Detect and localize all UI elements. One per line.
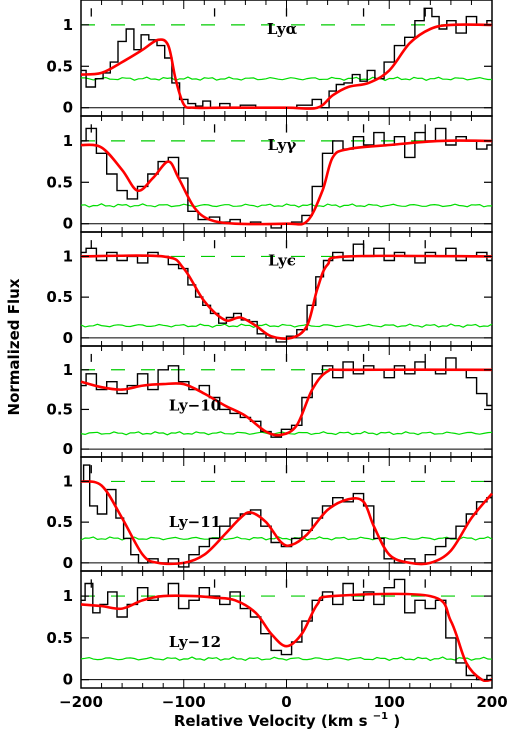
y-tick-label: 0 bbox=[63, 99, 73, 117]
error-spectrum bbox=[81, 76, 492, 82]
panel-label: Lyϵ bbox=[268, 252, 296, 270]
panel-label: Lyα bbox=[267, 20, 298, 38]
model-fit bbox=[80, 480, 494, 566]
x-axis-label: Relative Velocity (km s −1 ) bbox=[174, 705, 400, 730]
panel-frame bbox=[80, 0, 493, 117]
y-tick-label: 0.5 bbox=[46, 400, 73, 418]
model-fit bbox=[80, 139, 493, 226]
y-tick-label: 0 bbox=[63, 440, 73, 458]
x-axis-label-close: ) bbox=[393, 712, 400, 730]
y-tick-label: 0 bbox=[63, 671, 73, 689]
y-tick-label: 0.5 bbox=[46, 288, 73, 306]
panel-6: 0 0.5 1 Ly−12 bbox=[46, 570, 493, 689]
y-tick-label: 1 bbox=[63, 587, 73, 605]
y-tick-label: 1 bbox=[63, 132, 73, 150]
y-tick-label: 0.5 bbox=[46, 513, 73, 531]
x-tick-label: 100 bbox=[374, 693, 405, 711]
panel-4: 0 0.5 1 Ly−10 bbox=[46, 345, 493, 458]
panels: 0 0.5 1 Lyα 0 0.5 1 Lyγ 0 0.5 1 Lyϵ 0 0.5 1 Ly−10 0 0.5 1 L… bbox=[46, 0, 494, 689]
panel-label: Ly−12 bbox=[169, 633, 221, 651]
panel-frame bbox=[80, 345, 493, 458]
flux-histogram bbox=[81, 464, 492, 568]
flux-histogram bbox=[81, 357, 492, 438]
panel-label: Lyγ bbox=[268, 136, 297, 154]
y-axis-label: Normalized Flux bbox=[5, 278, 23, 415]
y-tick-label: 1 bbox=[63, 247, 73, 265]
y-tick-label: 0 bbox=[63, 215, 73, 233]
x-axis-label-main: Relative Velocity (km s bbox=[174, 712, 368, 730]
y-tick-label: 0.5 bbox=[46, 173, 73, 191]
flux-histogram bbox=[81, 578, 492, 681]
y-tick-label: 0.5 bbox=[46, 629, 73, 647]
error-spectrum bbox=[80, 203, 493, 208]
panel-label: Ly−11 bbox=[169, 513, 221, 531]
y-tick-label: 0 bbox=[63, 554, 73, 572]
y-tick-label: 1 bbox=[63, 16, 73, 34]
model-fit bbox=[80, 368, 493, 437]
panel-3: 0 0.5 1 Lyϵ bbox=[46, 231, 493, 347]
x-tick-label: 0 bbox=[281, 693, 291, 711]
y-tick-label: 1 bbox=[63, 361, 73, 379]
model-fit bbox=[80, 254, 493, 340]
panel-frame bbox=[80, 570, 493, 689]
panel-frame bbox=[80, 115, 493, 233]
panel-5: 0 0.5 1 Ly−11 bbox=[46, 456, 494, 572]
error-spectrum bbox=[80, 536, 493, 541]
y-tick-label: 0 bbox=[63, 329, 73, 347]
flux-histogram bbox=[81, 243, 492, 343]
x-tick-label: −100 bbox=[162, 693, 206, 711]
x-tick-label: 200 bbox=[476, 693, 507, 711]
x-tick-labels: −200 −100 0 100 200 bbox=[59, 693, 508, 711]
panel-2: 0 0.5 1 Lyγ bbox=[46, 115, 493, 233]
model-fit bbox=[80, 23, 493, 110]
y-tick-label: 0.5 bbox=[46, 57, 73, 75]
panel-1: 0 0.5 1 Lyα bbox=[46, 0, 493, 117]
model-fit bbox=[80, 592, 493, 683]
panel-frame bbox=[80, 231, 493, 347]
y-tick-label: 1 bbox=[63, 472, 73, 490]
x-axis-label-exponent: −1 bbox=[373, 711, 388, 722]
error-spectrum bbox=[80, 323, 493, 328]
panel-label: Ly−10 bbox=[169, 396, 221, 414]
error-spectrum bbox=[80, 656, 493, 662]
x-tick-label: −200 bbox=[59, 693, 103, 711]
